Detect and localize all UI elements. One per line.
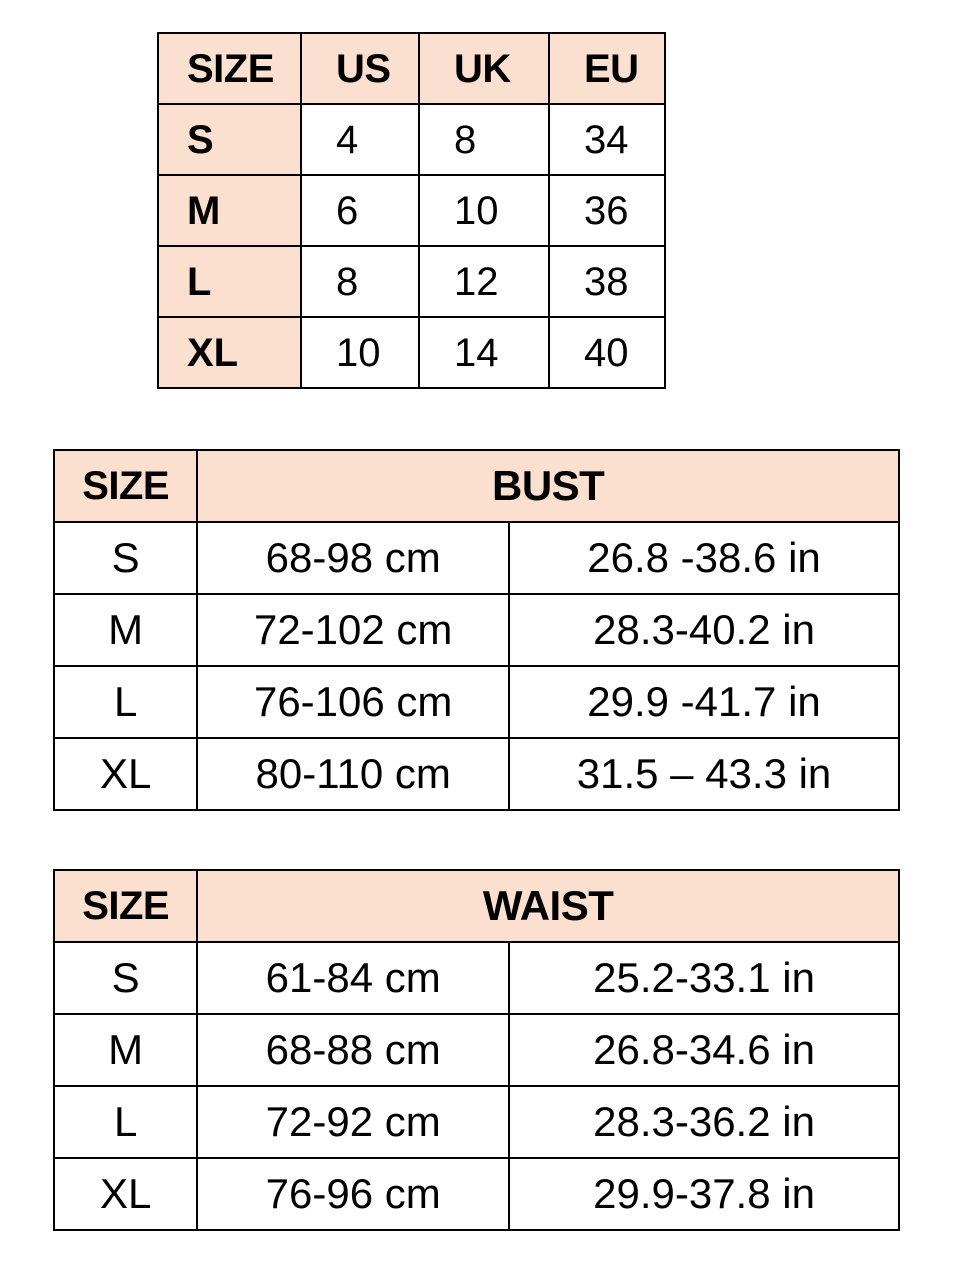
- column-header-bust: BUST: [196, 449, 900, 523]
- size-label: M: [157, 174, 302, 247]
- table-row: L 8 12 38: [157, 245, 666, 318]
- eu-size-value: 40: [548, 316, 666, 389]
- bust-inch-value: 31.5 – 43.3 in: [508, 737, 900, 811]
- size-label: L: [52, 665, 199, 739]
- bust-cm-value: 68-98 cm: [196, 521, 511, 595]
- waist-cm-value: 72-92 cm: [196, 1085, 511, 1159]
- table-header-row: SIZE US UK EU: [157, 32, 666, 105]
- international-size-conversion-table: SIZE US UK EU S 4 8 34 M 6 10 36 L 8 12 …: [157, 32, 666, 389]
- table-row: L 76-106 cm 29.9 -41.7 in: [52, 665, 900, 739]
- eu-size-value: 38: [548, 245, 666, 318]
- size-label: M: [52, 593, 199, 667]
- column-header-size: SIZE: [52, 449, 199, 523]
- bust-measurements-table: SIZE BUST S 68-98 cm 26.8 -38.6 in M 72-…: [52, 449, 900, 811]
- bust-inch-value: 28.3-40.2 in: [508, 593, 900, 667]
- us-size-value: 4: [300, 103, 420, 176]
- table-header-row: SIZE WAIST: [52, 869, 900, 943]
- uk-size-value: 10: [418, 174, 550, 247]
- uk-size-value: 14: [418, 316, 550, 389]
- table-row: XL 76-96 cm 29.9-37.8 in: [52, 1157, 900, 1231]
- bust-cm-value: 72-102 cm: [196, 593, 511, 667]
- uk-size-value: 12: [418, 245, 550, 318]
- waist-cm-value: 61-84 cm: [196, 941, 511, 1015]
- bust-inch-value: 26.8 -38.6 in: [508, 521, 900, 595]
- column-header-size: SIZE: [52, 869, 199, 943]
- table-header-row: SIZE BUST: [52, 449, 900, 523]
- eu-size-value: 36: [548, 174, 666, 247]
- size-label: S: [157, 103, 302, 176]
- column-header-eu: EU: [548, 32, 666, 105]
- bust-cm-value: 80-110 cm: [196, 737, 511, 811]
- size-label: S: [52, 521, 199, 595]
- size-label: XL: [52, 737, 199, 811]
- column-header-uk: UK: [418, 32, 550, 105]
- us-size-value: 6: [300, 174, 420, 247]
- table-row: S 61-84 cm 25.2-33.1 in: [52, 941, 900, 1015]
- size-label: L: [52, 1085, 199, 1159]
- us-size-value: 8: [300, 245, 420, 318]
- table-row: S 68-98 cm 26.8 -38.6 in: [52, 521, 900, 595]
- table-row: S 4 8 34: [157, 103, 666, 176]
- size-label: S: [52, 941, 199, 1015]
- column-header-size: SIZE: [157, 32, 302, 105]
- waist-cm-value: 76-96 cm: [196, 1157, 511, 1231]
- column-header-us: US: [300, 32, 420, 105]
- table-row: M 68-88 cm 26.8-34.6 in: [52, 1013, 900, 1087]
- table-row: L 72-92 cm 28.3-36.2 in: [52, 1085, 900, 1159]
- uk-size-value: 8: [418, 103, 550, 176]
- table-row: XL 10 14 40: [157, 316, 666, 389]
- table-row: XL 80-110 cm 31.5 – 43.3 in: [52, 737, 900, 811]
- eu-size-value: 34: [548, 103, 666, 176]
- table-row: M 72-102 cm 28.3-40.2 in: [52, 593, 900, 667]
- waist-measurements-table: SIZE WAIST S 61-84 cm 25.2-33.1 in M 68-…: [52, 869, 900, 1231]
- size-label: M: [52, 1013, 199, 1087]
- bust-inch-value: 29.9 -41.7 in: [508, 665, 900, 739]
- size-label: L: [157, 245, 302, 318]
- column-header-waist: WAIST: [196, 869, 900, 943]
- waist-cm-value: 68-88 cm: [196, 1013, 511, 1087]
- waist-inch-value: 25.2-33.1 in: [508, 941, 900, 1015]
- size-label: XL: [157, 316, 302, 389]
- waist-inch-value: 29.9-37.8 in: [508, 1157, 900, 1231]
- us-size-value: 10: [300, 316, 420, 389]
- size-label: XL: [52, 1157, 199, 1231]
- waist-inch-value: 26.8-34.6 in: [508, 1013, 900, 1087]
- bust-cm-value: 76-106 cm: [196, 665, 511, 739]
- waist-inch-value: 28.3-36.2 in: [508, 1085, 900, 1159]
- table-row: M 6 10 36: [157, 174, 666, 247]
